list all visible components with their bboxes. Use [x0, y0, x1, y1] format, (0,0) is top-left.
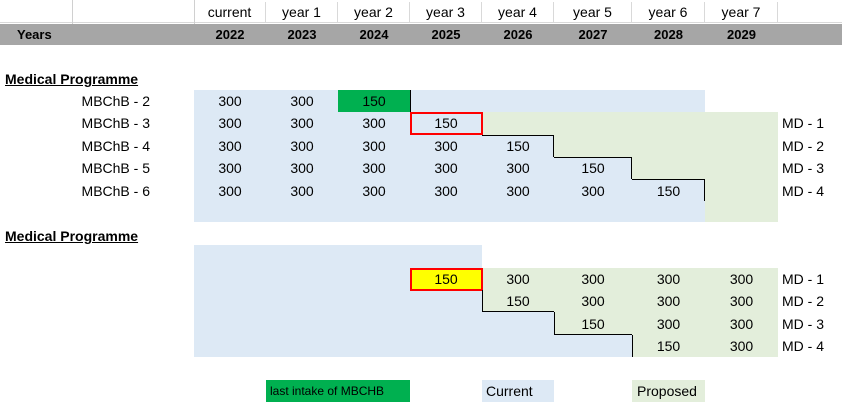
- enrollment-value: 150: [434, 115, 458, 132]
- proposed-region: [554, 312, 778, 335]
- year-label: current: [194, 2, 266, 23]
- enrollment-value: 300: [506, 271, 530, 287]
- enrollment-value: 300: [729, 338, 754, 355]
- enrollment-value: 300: [506, 160, 530, 177]
- transition-line: [554, 157, 632, 179]
- enrollment-value: 300: [434, 160, 458, 177]
- current-region: [482, 135, 554, 157]
- enrollment-value: 300: [729, 315, 754, 332]
- enrollment-value: 150: [434, 271, 458, 287]
- enrollment-value: 300: [218, 160, 242, 177]
- enrollment-value: 150: [506, 293, 530, 310]
- enrollment-value: 300: [362, 160, 386, 177]
- enrollment-value: 300: [290, 160, 314, 177]
- current-region: [482, 312, 554, 357]
- enrollment-value: 300: [656, 271, 681, 287]
- enrollment-value: 300: [581, 293, 605, 310]
- highlight-cell: [410, 268, 483, 291]
- md-label: MD - 3: [782, 160, 824, 177]
- current-region: [554, 335, 632, 357]
- enrollment-value: 300: [434, 182, 458, 199]
- md-label: MD - 3: [782, 315, 824, 332]
- last-intake-cell: [338, 90, 410, 112]
- calendar-year: 2025: [431, 27, 461, 42]
- md-label: MD - 1: [782, 115, 824, 132]
- enrollment-value: 300: [290, 137, 314, 154]
- enrollment-value: 300: [506, 182, 530, 199]
- calendar-year: 2026: [503, 27, 533, 42]
- calendar-year: 2024: [359, 27, 389, 42]
- enrollment-value: 300: [729, 271, 754, 287]
- enrollment-value: 300: [290, 93, 314, 109]
- transition-line: [482, 290, 554, 312]
- enrollment-value: 300: [218, 93, 242, 109]
- legend-last-intake: last intake of MBCHB: [266, 380, 410, 402]
- transition-line: [482, 135, 554, 157]
- year-label: year 1: [266, 2, 338, 23]
- gridline: [72, 0, 73, 45]
- enrollment-value: 150: [581, 160, 605, 177]
- year-label: year 3: [410, 2, 482, 23]
- gridline: [194, 0, 195, 45]
- enrollment-value: 300: [581, 271, 605, 287]
- enrollment-value: 300: [362, 182, 386, 199]
- highlight-cell-outline: [410, 112, 483, 135]
- md-label: MD - 4: [782, 338, 824, 355]
- md-label: MD - 2: [782, 293, 824, 310]
- md-label: MD - 4: [782, 182, 824, 199]
- transition-line: [554, 312, 632, 335]
- proposed-region: [482, 268, 778, 312]
- transition-line: [632, 335, 633, 357]
- row-label: MBChB - 2: [81, 93, 150, 109]
- enrollment-value: 300: [290, 115, 314, 132]
- section-title: Medical Programme: [5, 228, 139, 244]
- enrollment-value: 150: [656, 338, 681, 355]
- row-label: MBChB - 5: [81, 160, 150, 177]
- legend-current: Current: [482, 380, 554, 402]
- enrollment-value: 300: [218, 115, 242, 132]
- enrollment-value: 300: [362, 137, 386, 154]
- md-label: MD - 2: [782, 137, 824, 154]
- current-region: [194, 245, 482, 357]
- proposed-region: [632, 335, 778, 357]
- enrollment-value: 300: [362, 115, 386, 132]
- enrollment-value: 300: [656, 315, 681, 332]
- enrollment-value: 300: [729, 293, 754, 310]
- calendar-year: 2022: [215, 27, 245, 42]
- calendar-year: 2029: [727, 27, 756, 42]
- enrollment-value: 300: [434, 137, 458, 154]
- enrollment-value: 150: [581, 315, 605, 332]
- header-row-labels: [0, 2, 842, 23]
- transition-line: [632, 179, 705, 201]
- enrollment-value: 150: [362, 93, 386, 109]
- enrollment-value: 300: [581, 182, 605, 199]
- current-region: [482, 179, 705, 222]
- row-label: MBChB - 4: [81, 137, 150, 154]
- row-label: MBChB - 3: [81, 115, 150, 132]
- enrollment-value: 300: [218, 137, 242, 154]
- enrollment-value: 150: [506, 137, 530, 154]
- current-region: [482, 157, 632, 179]
- year-label: year 2: [338, 2, 410, 23]
- enrollment-value: 300: [218, 182, 242, 199]
- row-label: MBChB - 6: [81, 182, 150, 199]
- enrollment-value: 300: [290, 182, 314, 199]
- calendar-year: 2028: [654, 27, 683, 42]
- section-title: Medical Programme: [5, 71, 139, 87]
- transition-line: [410, 90, 411, 112]
- years-bar: [0, 24, 842, 45]
- year-label: year 5: [554, 2, 632, 23]
- year-label: year 6: [632, 2, 705, 23]
- years-title: Years: [17, 27, 52, 42]
- md-label: MD - 1: [782, 271, 824, 287]
- calendar-year: 2027: [578, 27, 608, 42]
- calendar-year: 2023: [287, 27, 317, 42]
- legend-proposed: Proposed: [632, 380, 705, 402]
- year-label: year 7: [705, 2, 778, 23]
- year-label: year 4: [482, 2, 554, 23]
- enrollment-value: 300: [656, 293, 681, 310]
- enrollment-value: 150: [656, 182, 681, 199]
